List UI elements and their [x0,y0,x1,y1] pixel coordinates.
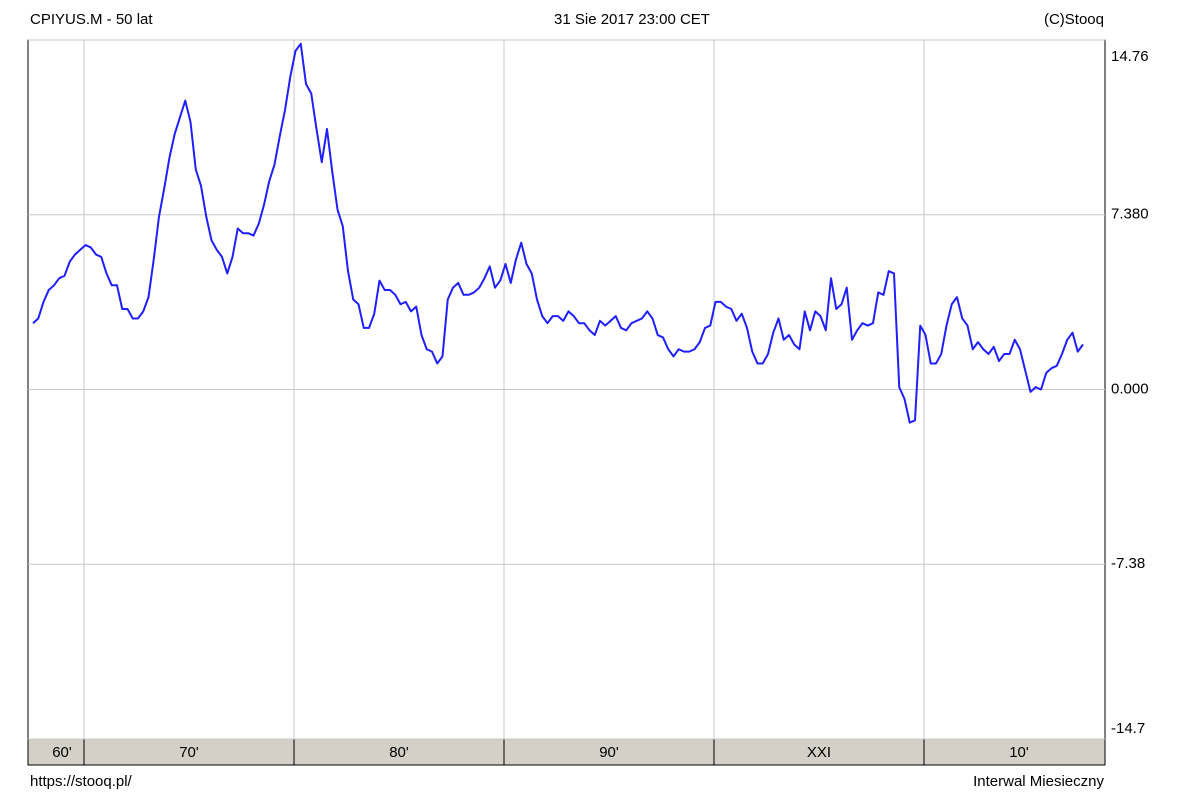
cpi-line [32,42,1084,424]
x-tick-label: 60' [52,744,72,761]
y-tick-label: -14.7 [1111,720,1145,737]
x-tick-label: 80' [389,744,409,761]
x-tick-label: 90' [599,744,619,761]
x-tick-label: 10' [1009,744,1029,761]
copyright: (C)Stooq [1044,11,1104,28]
interval: Interwal Miesieczny [973,773,1104,790]
source-url: https://stooq.pl/ [30,773,133,790]
y-tick-label: -7.38 [1111,555,1145,572]
y-tick-label: 14.76 [1111,48,1149,65]
x-axis-band [27,738,1106,766]
y-tick-label: 7.380 [1111,206,1149,223]
chart-title: CPIYUS.M - 50 lat [30,11,153,28]
chart-date: 31 Sie 2017 23:00 CET [554,11,710,28]
x-tick-label: XXI [807,744,831,761]
x-tick-label: 70' [179,744,199,761]
y-tick-label: 0.000 [1111,380,1149,397]
